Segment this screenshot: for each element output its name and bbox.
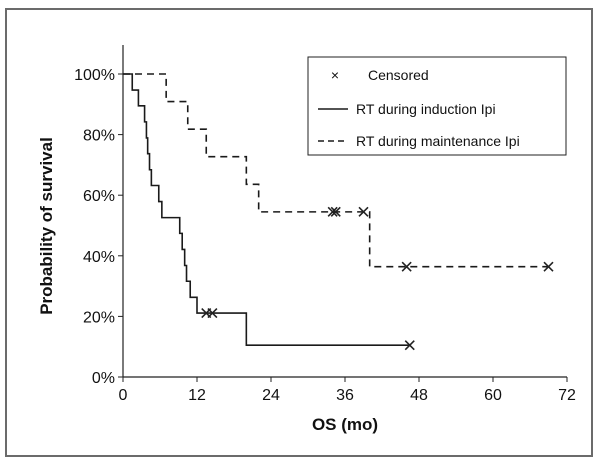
y-tick-label: 0% [92, 370, 115, 387]
y-tick-label: 40% [83, 249, 115, 266]
series-1-censor-mark [401, 261, 412, 272]
x-tick-label: 24 [262, 387, 280, 404]
y-tick-label: 60% [83, 188, 115, 205]
series-0-line [123, 73, 410, 346]
legend-censored-label: Censored [368, 67, 429, 83]
series-1-censor-mark [330, 206, 341, 217]
y-axis-title: Probability of survival [37, 137, 56, 315]
plot-series [123, 73, 554, 351]
series-1-censor-mark [358, 206, 369, 217]
series-1-line [123, 73, 549, 268]
legend-series-0-label: RT during induction Ipi [356, 101, 496, 117]
x-tick-label: 60 [484, 387, 502, 404]
x-tick-label: 12 [188, 387, 206, 404]
legend-censored-symbol: × [331, 67, 339, 83]
legend-series-1-label: RT during maintenance Ipi [356, 133, 520, 149]
x-tick-label: 72 [558, 387, 576, 404]
x-tick-label: 36 [336, 387, 354, 404]
x-tick-label: 0 [119, 387, 128, 404]
series-1-censor-mark [543, 261, 554, 272]
y-tick-label: 20% [83, 309, 115, 326]
legend: × Censored RT during induction Ipi RT du… [307, 56, 567, 156]
y-tick-label: 100% [74, 67, 115, 84]
axes: 0% 20% 40% 60% 80% 100% 0 12 24 36 48 60 72 [74, 45, 576, 404]
series-1-censor-mark [327, 206, 338, 217]
series-0-censor-mark [404, 340, 415, 351]
series-0-censor-mark [207, 308, 218, 319]
x-tick-label: 48 [410, 387, 428, 404]
legend-box [307, 56, 567, 156]
x-axis-title: OS (mo) [312, 415, 378, 434]
y-tick-label: 80% [83, 128, 115, 145]
